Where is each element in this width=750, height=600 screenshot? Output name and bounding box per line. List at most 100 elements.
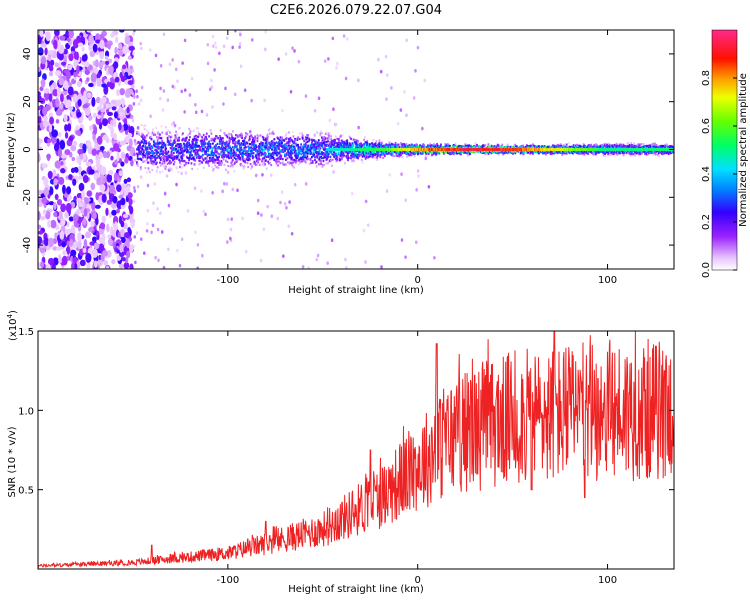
spectrogram-cell (155, 171, 158, 174)
spectrogram-cell (271, 151, 274, 154)
spectrogram-cell (296, 137, 299, 140)
spectrogram-cell (172, 154, 174, 158)
spectrogram-cell (125, 135, 131, 143)
spectrogram-cell (219, 161, 222, 165)
spectrogram-cell (200, 140, 203, 143)
spectrogram-cell (269, 146, 272, 150)
spectrogram-cell (319, 132, 322, 135)
spectrogram-cell (307, 152, 309, 155)
spectrogram-cell (198, 162, 201, 166)
spectrogram-cell (353, 159, 356, 163)
spectrogram-cell (287, 224, 291, 229)
spectrogram-cell (175, 136, 177, 139)
spectrogram-cell (380, 145, 382, 149)
spectrogram-cell (131, 118, 135, 123)
spectrogram-cell (48, 65, 54, 72)
spectrogram-cell (243, 141, 246, 144)
spectrogram-cell (238, 154, 240, 157)
spectrogram-cell (120, 220, 125, 228)
spectrogram-cell (320, 157, 323, 160)
spectrogram-cell (436, 146, 438, 149)
spectrogram-cell (225, 182, 229, 186)
spectrogram-cell (216, 161, 219, 164)
spectrogram-cell (206, 153, 209, 156)
spectrogram-cell (301, 157, 303, 160)
spectrogram-cell (350, 154, 352, 157)
spectrogram-cell (194, 159, 197, 162)
spectrogram-cell (288, 156, 291, 159)
spectrogram-cell (215, 154, 217, 157)
spectrogram-cell (252, 137, 255, 140)
spectrogram-cell (148, 141, 151, 144)
spectrogram-cell (140, 150, 143, 153)
spectrogram-cell (305, 138, 308, 141)
spectrogram-cell (208, 164, 210, 168)
spectrogram-cell (352, 144, 355, 147)
spectrogram-cell (468, 145, 471, 148)
spectrogram-cell (320, 160, 323, 163)
spectrogram-cell (171, 146, 174, 149)
spectrogram-cell (543, 145, 546, 148)
spectrogram-cell (315, 140, 318, 143)
spectrogram-cell (434, 145, 437, 149)
spectrogram-cell (320, 141, 323, 144)
spectrogram-cell (244, 148, 247, 151)
spectrogram-cell (525, 144, 528, 147)
spectrogram-cell (67, 123, 72, 132)
spectrogram-cell (102, 250, 108, 257)
spectrogram-cell (245, 135, 247, 138)
spectrogram-cell (165, 159, 168, 162)
spectrogram-cell (38, 210, 41, 221)
spectrogram-cell (311, 156, 313, 159)
spectrogram-cell (70, 46, 76, 53)
spectrogram-cell (236, 155, 239, 158)
spectrogram-cell (70, 249, 77, 257)
spectrogram-cell (106, 249, 112, 258)
spectrogram-cell (373, 146, 376, 149)
spectrogram-cell (63, 113, 68, 122)
spectrogram-cell (231, 152, 233, 155)
spectrogram-cell (190, 162, 193, 165)
spectrogram-cell (360, 143, 362, 146)
spectrogram-cell (232, 149, 235, 152)
spectrogram-cell (196, 138, 199, 141)
spectrogram-cell (380, 153, 383, 156)
spectrogram-cell (416, 45, 420, 50)
spectrogram-cell (232, 154, 235, 157)
spectrogram-cell (316, 156, 319, 159)
spectrogram-cell (136, 132, 138, 135)
spectrogram-cell (172, 121, 176, 125)
spectrogram-cell (334, 141, 337, 144)
spectrogram-cell (47, 49, 54, 55)
spectrogram-cell (53, 142, 60, 152)
spectrogram-cell (177, 170, 180, 174)
spectrogram-cell (191, 167, 194, 170)
spectrogram-cell (311, 139, 314, 142)
spectrogram-cell (400, 154, 402, 157)
spectrogram-cell (144, 154, 147, 157)
spectrogram-cell (114, 159, 119, 165)
spectrogram-cell (153, 156, 156, 159)
spectrogram-cell (58, 254, 62, 264)
spectrogram-cell (334, 154, 336, 157)
spectrogram-cell (83, 61, 90, 68)
spectrogram-cell (156, 227, 160, 232)
spectrogram-cell (266, 133, 269, 136)
spectrogram-cell (247, 150, 250, 153)
spectrogram-cell (180, 155, 183, 158)
spectrogram-cell (146, 134, 148, 137)
spectrogram-cell (190, 76, 194, 81)
spectrogram-cell (289, 136, 292, 140)
spectrogram-cell (239, 64, 243, 69)
spectrogram-cell (146, 183, 150, 188)
spectrogram-cell (101, 193, 107, 203)
spectrogram-cell (309, 157, 312, 160)
spectrogram-cell (159, 164, 162, 167)
spectrogram-cell (268, 146, 270, 149)
spectrogram-cell (165, 147, 167, 150)
spectrogram-cell (481, 151, 484, 154)
spectrogram-cell (275, 157, 278, 161)
spectrogram-cell (410, 152, 413, 155)
spectrogram-cell (120, 161, 125, 167)
spectrogram-cell (111, 209, 117, 216)
